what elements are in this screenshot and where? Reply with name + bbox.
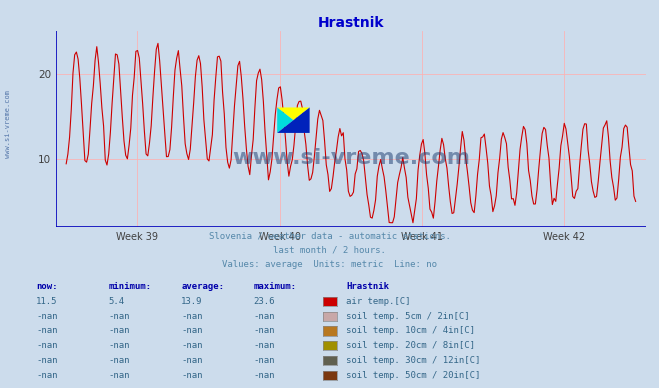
Text: -nan: -nan (36, 356, 58, 365)
Text: -nan: -nan (36, 312, 58, 320)
Text: now:: now: (36, 282, 58, 291)
Polygon shape (277, 107, 310, 120)
Text: -nan: -nan (109, 312, 130, 320)
Text: -nan: -nan (109, 341, 130, 350)
Polygon shape (277, 107, 293, 133)
Text: last month / 2 hours.: last month / 2 hours. (273, 246, 386, 255)
Text: -nan: -nan (36, 341, 58, 350)
Text: Values: average  Units: metric  Line: no: Values: average Units: metric Line: no (222, 260, 437, 269)
Text: soil temp. 20cm / 8in[C]: soil temp. 20cm / 8in[C] (346, 341, 475, 350)
Text: -nan: -nan (254, 341, 275, 350)
Polygon shape (277, 107, 310, 133)
Text: soil temp. 10cm / 4in[C]: soil temp. 10cm / 4in[C] (346, 326, 475, 335)
Text: -nan: -nan (254, 326, 275, 335)
Text: soil temp. 50cm / 20in[C]: soil temp. 50cm / 20in[C] (346, 371, 480, 379)
Text: www.si-vreme.com: www.si-vreme.com (5, 90, 11, 158)
Text: -nan: -nan (181, 356, 203, 365)
Text: -nan: -nan (254, 371, 275, 379)
Text: Slovenia / weather data - automatic stations.: Slovenia / weather data - automatic stat… (208, 232, 451, 241)
Title: Hrastnik: Hrastnik (318, 16, 384, 30)
Text: Hrastnik: Hrastnik (346, 282, 389, 291)
Text: -nan: -nan (36, 326, 58, 335)
Text: soil temp. 30cm / 12in[C]: soil temp. 30cm / 12in[C] (346, 356, 480, 365)
Text: soil temp. 5cm / 2in[C]: soil temp. 5cm / 2in[C] (346, 312, 470, 320)
Text: -nan: -nan (109, 326, 130, 335)
Text: 5.4: 5.4 (109, 297, 125, 306)
Text: average:: average: (181, 282, 224, 291)
Text: -nan: -nan (181, 371, 203, 379)
Text: 23.6: 23.6 (254, 297, 275, 306)
Text: 11.5: 11.5 (36, 297, 58, 306)
Text: -nan: -nan (181, 341, 203, 350)
Text: -nan: -nan (109, 356, 130, 365)
Text: air temp.[C]: air temp.[C] (346, 297, 411, 306)
Text: minimum:: minimum: (109, 282, 152, 291)
Text: -nan: -nan (181, 312, 203, 320)
Text: -nan: -nan (254, 312, 275, 320)
Text: maximum:: maximum: (254, 282, 297, 291)
Text: -nan: -nan (109, 371, 130, 379)
Text: -nan: -nan (36, 371, 58, 379)
Text: -nan: -nan (181, 326, 203, 335)
Text: 13.9: 13.9 (181, 297, 203, 306)
Text: -nan: -nan (254, 356, 275, 365)
Text: www.si-vreme.com: www.si-vreme.com (232, 148, 470, 168)
